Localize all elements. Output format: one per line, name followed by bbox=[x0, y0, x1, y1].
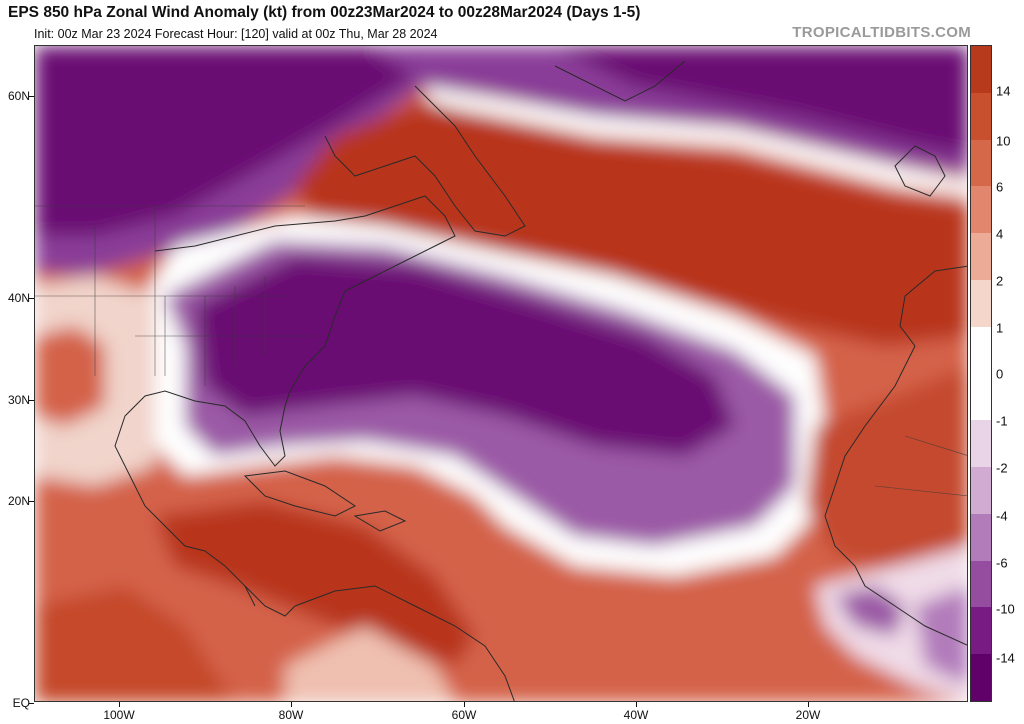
colorbar-segment bbox=[971, 92, 991, 141]
colorbar-segment bbox=[971, 233, 991, 281]
lon-label: 80W bbox=[278, 708, 304, 722]
colorbar-segment bbox=[971, 654, 991, 702]
watermark: TROPICALTIDBITS.COM bbox=[792, 24, 971, 41]
lon-label: 20W bbox=[795, 708, 821, 722]
lat-label: 60N bbox=[7, 89, 30, 103]
lat-label: EQ bbox=[12, 696, 30, 710]
colorbar-segment bbox=[971, 560, 991, 608]
colorbar-label: 1 bbox=[996, 320, 1004, 336]
colorbar-segment bbox=[971, 186, 991, 234]
colorbar-segment bbox=[971, 513, 991, 562]
colorbar-segment bbox=[971, 420, 991, 468]
lon-label: 60W bbox=[451, 708, 477, 722]
colorbar-label: 4 bbox=[996, 226, 1004, 242]
colorbar-segment bbox=[971, 279, 991, 328]
colorbar-label: 6 bbox=[996, 179, 1004, 195]
colorbar-label: -2 bbox=[996, 460, 1008, 476]
colorbar-segment bbox=[971, 46, 991, 94]
caribbean-positive-core bbox=[155, 501, 475, 666]
colorbar bbox=[970, 45, 992, 702]
colorbar-label: -14 bbox=[996, 650, 1015, 666]
colorbar-segment bbox=[971, 607, 991, 655]
map-subtitle: Init: 00z Mar 23 2024 Forecast Hour: [12… bbox=[34, 27, 438, 41]
coastlines bbox=[114, 60, 967, 701]
colorbar-label: 2 bbox=[996, 273, 1004, 289]
colorbar-segment bbox=[971, 139, 991, 187]
colorbar-segment bbox=[971, 467, 991, 515]
colorbar-label: 0 bbox=[996, 366, 1004, 382]
lon-label: 40W bbox=[623, 708, 649, 722]
colorbar-label: -6 bbox=[996, 555, 1008, 571]
anomaly-field bbox=[35, 46, 967, 701]
lat-label: 20N bbox=[7, 494, 30, 508]
colorbar-label: 10 bbox=[996, 133, 1011, 149]
colorbar-label: 14 bbox=[996, 83, 1011, 99]
map-title: EPS 850 hPa Zonal Wind Anomaly (kt) from… bbox=[8, 4, 641, 21]
map-area bbox=[34, 45, 968, 702]
colorbar-segment bbox=[971, 326, 991, 374]
lat-label: 40N bbox=[7, 291, 30, 305]
colorbar-label: -10 bbox=[996, 601, 1015, 617]
colorbar-label: -4 bbox=[996, 508, 1008, 524]
lon-label: 100W bbox=[103, 708, 135, 722]
lat-label: 30N bbox=[7, 393, 30, 407]
colorbar-segment bbox=[971, 373, 991, 421]
colorbar-label: -1 bbox=[996, 413, 1008, 429]
northern-positive-band bbox=[295, 101, 967, 346]
